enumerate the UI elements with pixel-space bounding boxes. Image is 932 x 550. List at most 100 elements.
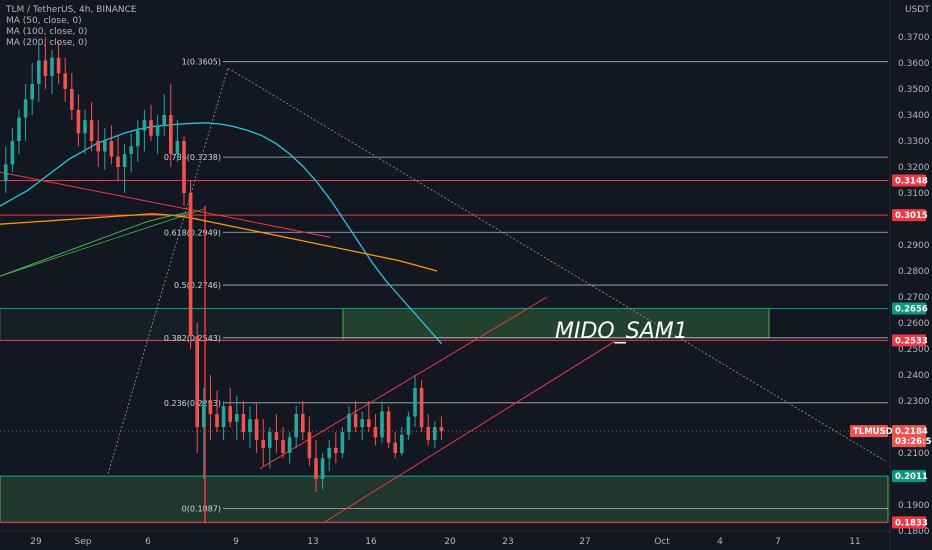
candle-body[interactable] bbox=[334, 447, 338, 453]
ma200-line[interactable] bbox=[0, 212, 190, 277]
candle-body[interactable] bbox=[294, 414, 298, 438]
diagonal-resistance-line[interactable] bbox=[227, 67, 886, 462]
candle-body[interactable] bbox=[208, 401, 213, 414]
candle-body[interactable] bbox=[261, 440, 265, 448]
candle-body[interactable] bbox=[17, 117, 21, 141]
candle-body[interactable] bbox=[155, 125, 160, 136]
candle-body[interactable] bbox=[103, 141, 107, 152]
support-zone[interactable] bbox=[0, 475, 889, 523]
downtrend-line[interactable] bbox=[0, 171, 331, 238]
candle-body[interactable] bbox=[43, 60, 48, 76]
price-level-badge[interactable] bbox=[892, 334, 926, 347]
candle-body[interactable] bbox=[136, 130, 140, 147]
ma200-legend[interactable]: MA (200, close, 0) bbox=[6, 38, 88, 48]
price-tick-label: 0.1900 bbox=[898, 501, 930, 511]
candle-body[interactable] bbox=[228, 406, 232, 422]
ma50-line[interactable] bbox=[0, 122, 443, 345]
candle-body[interactable] bbox=[76, 109, 81, 134]
price-tick-label: 0.2500 bbox=[898, 345, 930, 355]
price-tick-label: 0.2900 bbox=[898, 241, 930, 251]
candle-body[interactable] bbox=[182, 141, 186, 193]
candle-body[interactable] bbox=[142, 120, 147, 131]
candle-body[interactable] bbox=[327, 447, 331, 459]
candle-body[interactable] bbox=[393, 442, 397, 453]
candle-body[interactable] bbox=[320, 458, 325, 479]
ma-trend-line[interactable] bbox=[0, 208, 206, 277]
price-tick-label: 0.2800 bbox=[898, 267, 930, 277]
price-level-badge[interactable] bbox=[892, 516, 926, 529]
candle-body[interactable] bbox=[221, 406, 226, 427]
candle-body[interactable] bbox=[56, 57, 61, 74]
candle-body[interactable] bbox=[419, 388, 424, 427]
channel-lower-line[interactable] bbox=[323, 340, 616, 523]
candle-body[interactable] bbox=[301, 414, 305, 433]
candle-body[interactable] bbox=[169, 115, 173, 154]
candle-body[interactable] bbox=[37, 60, 41, 84]
candle-body[interactable] bbox=[109, 141, 114, 157]
candle-body[interactable] bbox=[386, 411, 391, 443]
candle-body[interactable] bbox=[96, 141, 100, 152]
price-level-badge[interactable] bbox=[892, 209, 926, 222]
candle-body[interactable] bbox=[116, 156, 120, 167]
candle-body[interactable] bbox=[175, 141, 180, 154]
candle-body[interactable] bbox=[195, 336, 199, 427]
candle-body[interactable] bbox=[149, 120, 153, 136]
candle-body[interactable] bbox=[10, 141, 15, 165]
price-level-badge[interactable] bbox=[892, 470, 926, 483]
ma100-legend[interactable]: MA (100, close, 0) bbox=[6, 27, 88, 37]
candle-body[interactable] bbox=[426, 427, 430, 440]
symbol-badge[interactable] bbox=[850, 425, 888, 438]
candle-body[interactable] bbox=[188, 193, 193, 336]
candle-body[interactable] bbox=[235, 414, 239, 422]
candle-body[interactable] bbox=[89, 120, 94, 141]
candle-body[interactable] bbox=[129, 146, 133, 154]
candle-body[interactable] bbox=[347, 414, 351, 433]
candle-body[interactable] bbox=[30, 83, 34, 100]
currency-label[interactable]: USDT bbox=[905, 5, 930, 15]
candle-body[interactable] bbox=[70, 89, 74, 110]
candle-body[interactable] bbox=[433, 427, 437, 440]
candle-body[interactable] bbox=[23, 99, 28, 118]
candle-body[interactable] bbox=[215, 414, 219, 427]
candle-body[interactable] bbox=[50, 57, 54, 76]
candle-body[interactable] bbox=[353, 414, 358, 427]
candle-body[interactable] bbox=[340, 432, 345, 453]
candle-body[interactable] bbox=[400, 434, 404, 453]
candle-body[interactable] bbox=[63, 73, 67, 89]
candle-body[interactable] bbox=[314, 458, 318, 479]
candle-body[interactable] bbox=[307, 432, 312, 459]
candle-body[interactable] bbox=[254, 419, 259, 440]
time-tick-label: 4 bbox=[717, 537, 723, 547]
candle-body[interactable] bbox=[413, 388, 417, 417]
candle-body[interactable] bbox=[367, 419, 371, 427]
ma50-legend[interactable]: MA (50, close, 0) bbox=[6, 16, 82, 26]
candle-body[interactable] bbox=[406, 416, 411, 435]
time-tick-label: 16 bbox=[365, 537, 377, 547]
candle-body[interactable] bbox=[248, 419, 252, 433]
fib-anchor-line[interactable] bbox=[107, 68, 229, 474]
candle-body[interactable] bbox=[202, 401, 206, 427]
ma100-line[interactable] bbox=[0, 213, 438, 272]
candle-body[interactable] bbox=[122, 154, 127, 167]
current-price-badge[interactable] bbox=[892, 425, 926, 448]
candle-body[interactable] bbox=[287, 437, 292, 453]
price-level-badge[interactable] bbox=[892, 302, 926, 315]
candle-body[interactable] bbox=[373, 427, 378, 438]
price-tick-label: 0.2700 bbox=[898, 293, 930, 303]
candle-body[interactable] bbox=[274, 432, 279, 440]
candle-body[interactable] bbox=[268, 432, 272, 448]
candle-body[interactable] bbox=[380, 411, 384, 438]
candle-body[interactable] bbox=[281, 440, 285, 453]
time-tick-label: 6 bbox=[145, 537, 151, 547]
candle-body[interactable] bbox=[439, 427, 444, 432]
candle-body[interactable] bbox=[241, 414, 246, 433]
price-tick-label: 0.1800 bbox=[898, 527, 930, 537]
candle-body[interactable] bbox=[162, 115, 166, 126]
time-tick-label: Sep bbox=[75, 537, 92, 547]
fib-level-label: 0(0.1887) bbox=[182, 504, 221, 513]
candle-body[interactable] bbox=[360, 419, 364, 427]
candle-body[interactable] bbox=[83, 120, 87, 134]
price-level-badge[interactable] bbox=[892, 174, 926, 187]
candle-body[interactable] bbox=[4, 164, 8, 182]
